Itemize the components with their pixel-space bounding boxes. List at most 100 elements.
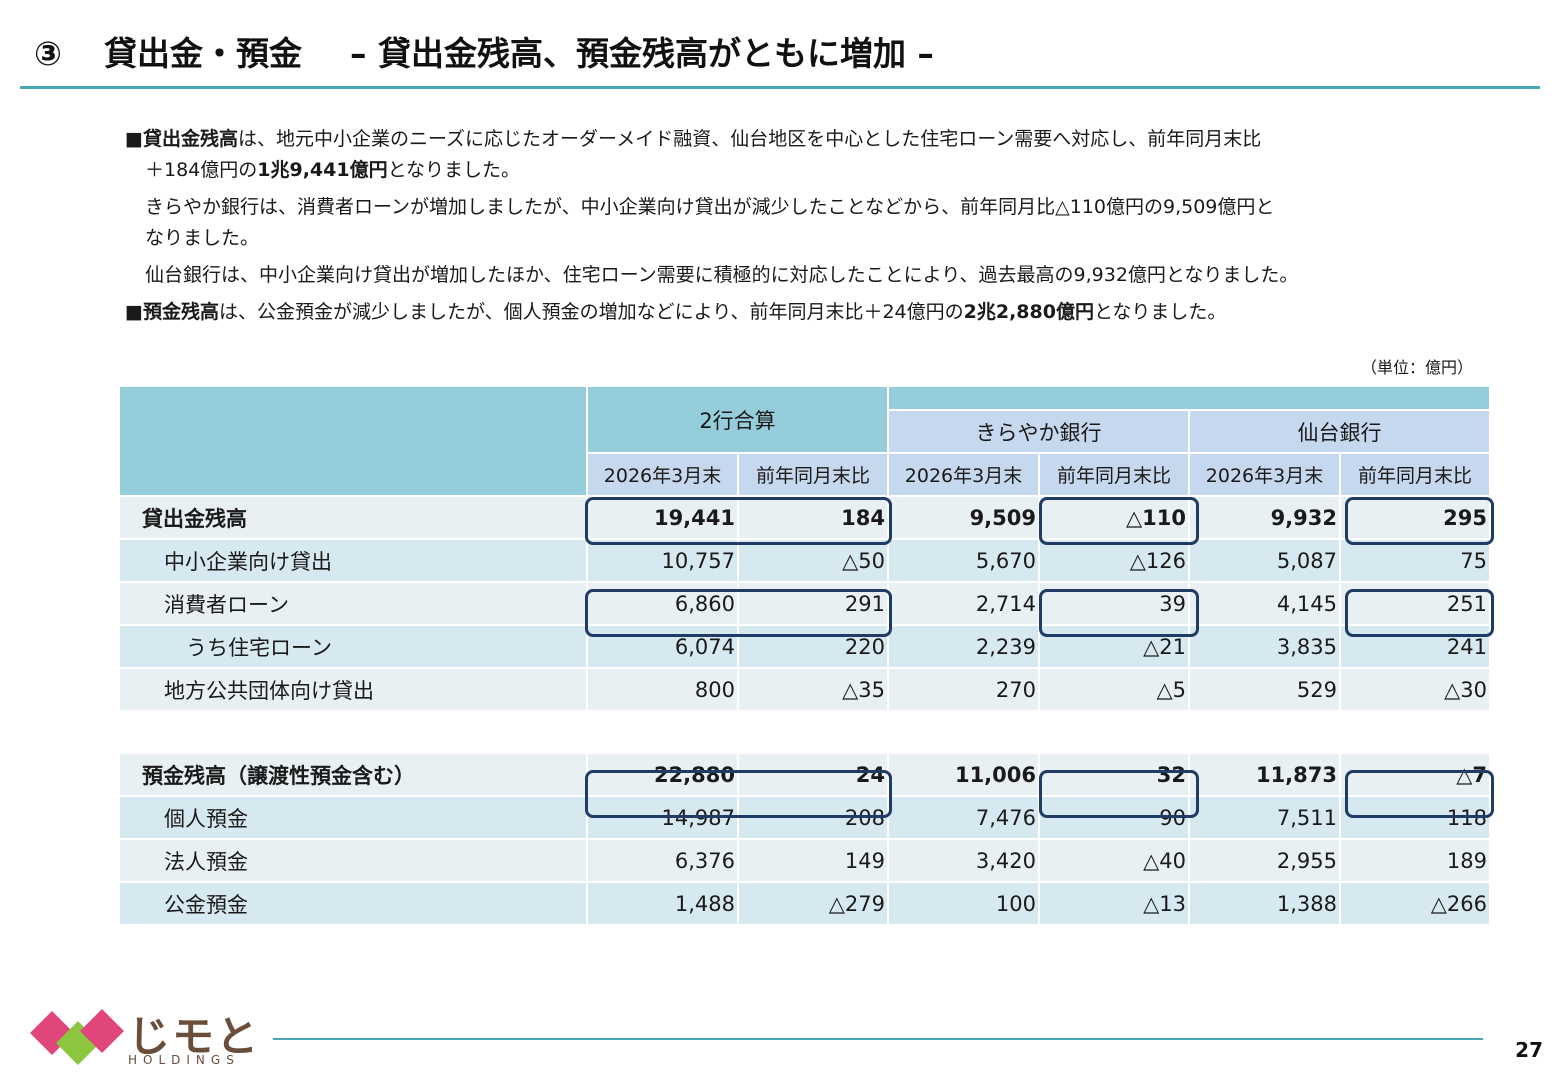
header-col-period: 2026年3月末 <box>1188 452 1341 497</box>
kirayaka-note-cont: なりました。 <box>145 227 260 249</box>
deposit-term: 預金残高 <box>142 301 219 323</box>
cell: 291 <box>737 581 889 626</box>
cell: 24 <box>737 752 889 797</box>
cell: 118 <box>1339 795 1491 840</box>
cell: 10,757 <box>586 538 739 583</box>
loan-total: 1兆9,441億円 <box>257 159 388 181</box>
deposit-text: は、公金預金が減少しましたが、個人預金の増加などにより、前年同月末比＋24億円の <box>218 301 964 323</box>
sendai-note: 仙台銀行は、中小企業向け貸出が増加したほか、住宅ローン需要に積極的に対応したこと… <box>145 264 1299 286</box>
table-row: うち住宅ローン 6,074 220 2,239 △21 3,835 241 <box>118 624 1491 669</box>
header-col-yoy: 前年同月末比 <box>1038 452 1190 497</box>
cell: 220 <box>737 624 889 669</box>
cell: 208 <box>737 795 889 840</box>
page-title: ③ 貸出金・預金 – 貸出金残高、預金残高がともに増加 – <box>34 26 934 82</box>
cell: 2,714 <box>887 581 1040 626</box>
bullet-marker: ■ <box>125 301 143 323</box>
cell: 7,511 <box>1188 795 1341 840</box>
section-title: 貸出金・預金 <box>103 34 302 73</box>
cell: 7,476 <box>887 795 1040 840</box>
cell: 14,987 <box>586 795 739 840</box>
section-subtitle: – 貸出金残高、預金残高がともに増加 – <box>349 34 934 73</box>
cell: △7 <box>1339 752 1491 797</box>
section-number: ③ <box>34 34 62 73</box>
cell: 295 <box>1339 495 1491 540</box>
cell: △126 <box>1038 538 1190 583</box>
loan-bullet: ■貸出金残高は、地元中小企業のニーズに応じたオーダーメイド融資、仙台地区を中心と… <box>125 124 1515 155</box>
cell: 3,420 <box>887 838 1040 883</box>
row-label: 法人預金 <box>118 838 588 883</box>
cell: 39 <box>1038 581 1190 626</box>
header-corner <box>118 385 588 497</box>
bullet-marker: ■ <box>125 128 143 150</box>
cell: △5 <box>1038 667 1190 712</box>
table-row: 貸出金残高 19,441 184 9,509 △110 9,932 295 <box>118 495 1491 540</box>
cell: △279 <box>737 881 889 926</box>
unit-label: （単位：億円） <box>1360 358 1473 377</box>
header-top-band <box>887 385 1491 411</box>
deposit-text-2: となりました。 <box>1093 301 1227 323</box>
row-label: 貸出金残高 <box>118 495 588 540</box>
loan-text: は、地元中小企業のニーズに応じたオーダーメイド融資、仙台地区を中心とした住宅ロー… <box>237 128 1262 150</box>
cell: 32 <box>1038 752 1190 797</box>
cell: 6,376 <box>586 838 739 883</box>
cell: 3,835 <box>1188 624 1341 669</box>
cell: 90 <box>1038 795 1190 840</box>
table-row: 個人預金 14,987 208 7,476 90 7,511 118 <box>118 795 1491 840</box>
row-label: 中小企業向け貸出 <box>118 538 588 583</box>
table-spacer <box>119 711 1490 753</box>
cell: 529 <box>1188 667 1341 712</box>
header-bank-kirayaka: きらやか銀行 <box>887 409 1190 454</box>
table-row: 公金預金 1,488 △279 100 △13 1,388 △266 <box>118 881 1491 926</box>
header-col-yoy: 前年同月末比 <box>737 452 889 497</box>
row-label: 預金残高（譲渡性預金含む） <box>118 752 588 797</box>
logo-mark-icon <box>30 1009 124 1065</box>
cell: △266 <box>1339 881 1491 926</box>
header-bank-sendai: 仙台銀行 <box>1188 409 1491 454</box>
header-col-period: 2026年3月末 <box>887 452 1040 497</box>
loan-deposit-table: 2行合算 きらやか銀行 仙台銀行 2026年3月末 前年同月末比 2026年3月… <box>118 385 1491 926</box>
kirayaka-note: きらやか銀行は、消費者ローンが増加しましたが、中小企業向け貸出が減少したことなど… <box>145 196 1275 218</box>
cell: 184 <box>737 495 889 540</box>
table-row: 預金残高（譲渡性預金含む） 22,880 24 11,006 32 11,873… <box>118 752 1491 797</box>
cell: 4,145 <box>1188 581 1341 626</box>
cell: 22,880 <box>586 752 739 797</box>
cell: 6,074 <box>586 624 739 669</box>
deposit-total: 2兆2,880億円 <box>963 301 1094 323</box>
footer-divider <box>273 1038 1483 1040</box>
cell: 2,239 <box>887 624 1040 669</box>
loan-term: 貸出金残高 <box>142 128 238 150</box>
logo-subtext: HOLDINGS <box>128 1053 240 1067</box>
row-label: 消費者ローン <box>118 581 588 626</box>
deposit-bullet: ■預金残高は、公金預金が減少しましたが、個人預金の増加などにより、前年同月末比＋… <box>125 297 1515 328</box>
page-number: 27 <box>1515 1038 1543 1062</box>
cell: △21 <box>1038 624 1190 669</box>
cell: 75 <box>1339 538 1491 583</box>
loan-text-2: ＋184億円の <box>145 159 258 181</box>
title-divider <box>20 86 1540 89</box>
cell: 19,441 <box>586 495 739 540</box>
cell: 100 <box>887 881 1040 926</box>
table-row: 中小企業向け貸出 10,757 △50 5,670 △126 5,087 75 <box>118 538 1491 583</box>
cell: △30 <box>1339 667 1491 712</box>
header-col-yoy: 前年同月末比 <box>1339 452 1491 497</box>
row-label: 地方公共団体向け貸出 <box>118 667 588 712</box>
cell: 6,860 <box>586 581 739 626</box>
cell: △50 <box>737 538 889 583</box>
cell: △40 <box>1038 838 1190 883</box>
row-label: うち住宅ローン <box>118 624 588 669</box>
company-logo: じモと HOLDINGS <box>30 1003 270 1073</box>
cell: 1,388 <box>1188 881 1341 926</box>
cell: 251 <box>1339 581 1491 626</box>
cell: 270 <box>887 667 1040 712</box>
table-row: 消費者ローン 6,860 291 2,714 39 4,145 251 <box>118 581 1491 626</box>
cell: 9,509 <box>887 495 1040 540</box>
cell: 5,670 <box>887 538 1040 583</box>
cell: 2,955 <box>1188 838 1341 883</box>
cell: △13 <box>1038 881 1190 926</box>
row-label: 個人預金 <box>118 795 588 840</box>
cell: 149 <box>737 838 889 883</box>
cell: △35 <box>737 667 889 712</box>
cell: 11,006 <box>887 752 1040 797</box>
table-row: 法人預金 6,376 149 3,420 △40 2,955 189 <box>118 838 1491 883</box>
row-label: 公金預金 <box>118 881 588 926</box>
